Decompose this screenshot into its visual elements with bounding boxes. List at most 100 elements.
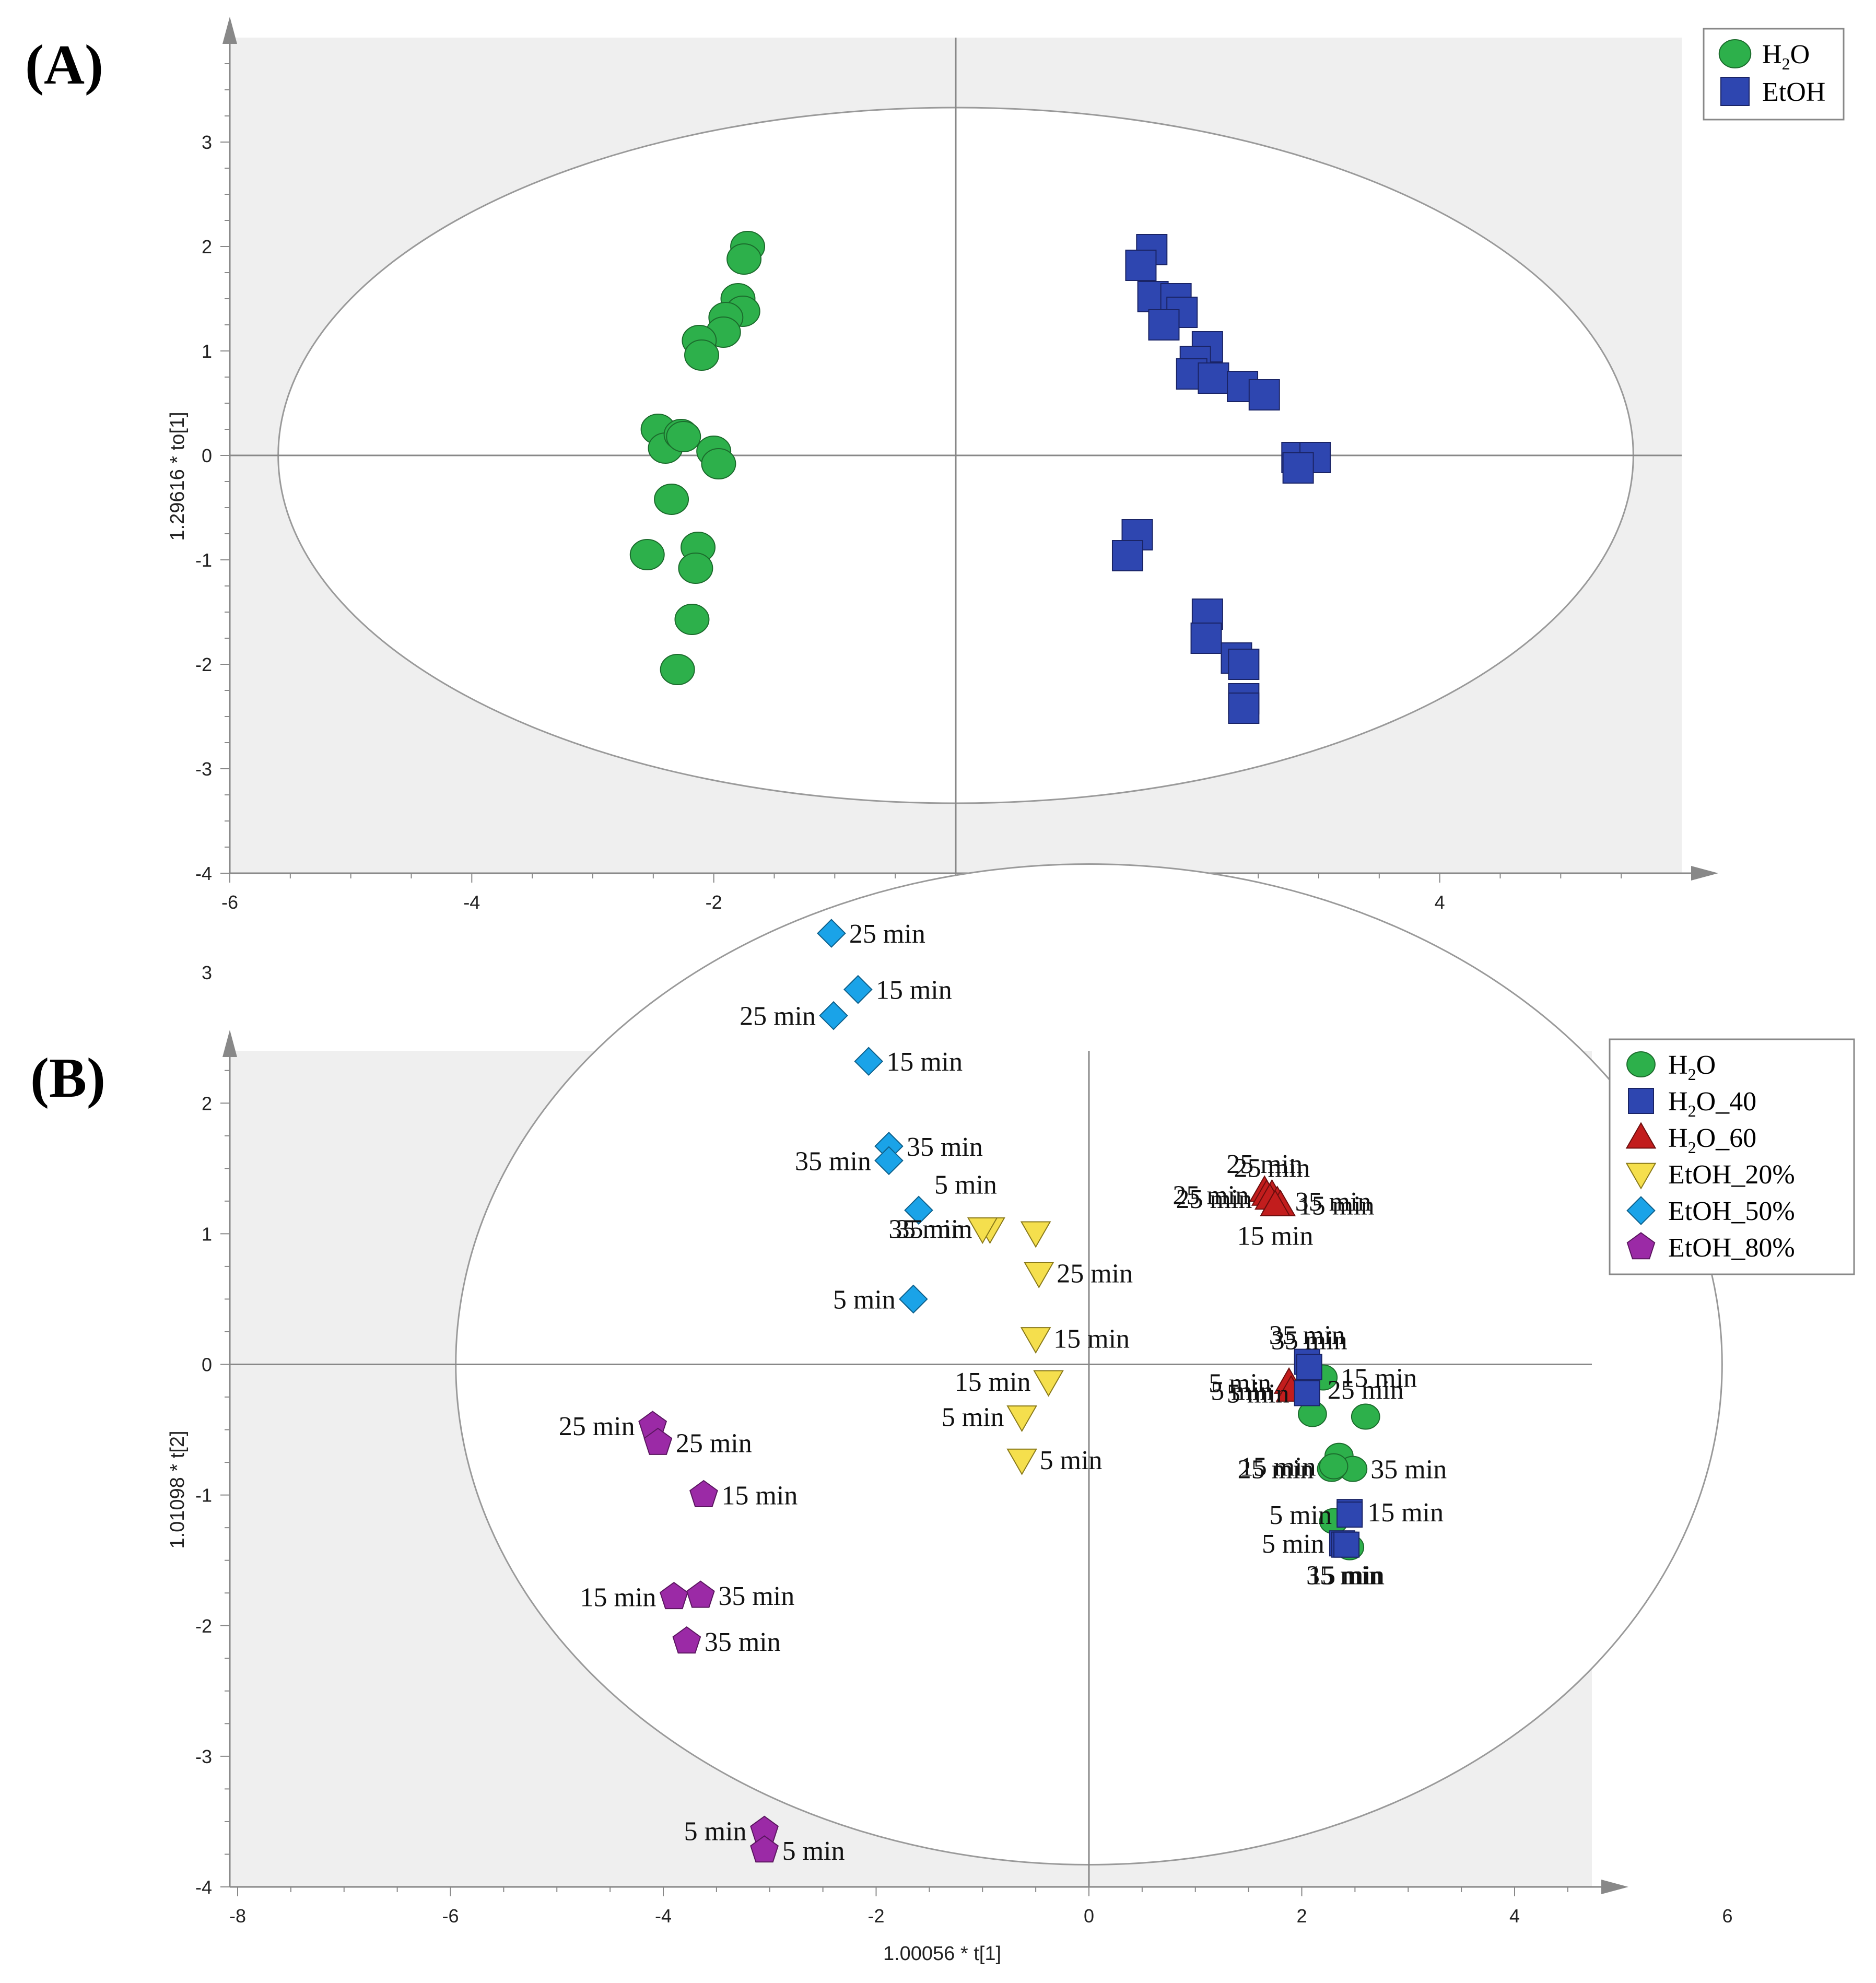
x-axis-arrow bbox=[1601, 1880, 1628, 1894]
point-label: 25 min bbox=[1234, 1153, 1310, 1183]
legend-marker-h2o-40 bbox=[1628, 1088, 1654, 1114]
data-point-etoh-50 bbox=[819, 1001, 848, 1030]
x-tick-label: 6 bbox=[1722, 1905, 1732, 1927]
x-tick-label: 4 bbox=[1435, 891, 1445, 913]
data-point-etoh-50 bbox=[843, 975, 873, 1004]
y-tick-label: 2 bbox=[202, 1093, 212, 1114]
point-label: 15 min bbox=[1367, 1498, 1444, 1528]
point-label: 5 min bbox=[934, 1170, 997, 1200]
y-axis-arrow bbox=[222, 17, 237, 44]
y-tick-label: 0 bbox=[202, 445, 212, 466]
point-label: 35 min bbox=[705, 1627, 781, 1657]
data-point-etoh-20 bbox=[1006, 1448, 1037, 1475]
point-label: 25 min bbox=[849, 919, 925, 949]
point-label: 15 min bbox=[1341, 1364, 1417, 1393]
data-point-etoh-50 bbox=[874, 1146, 904, 1176]
data-point-h2o bbox=[678, 553, 713, 584]
legend-label: H2O bbox=[1668, 1050, 1716, 1084]
point-label: 5 min bbox=[1211, 1377, 1273, 1406]
data-point-etoh bbox=[1228, 693, 1260, 724]
data-points bbox=[629, 231, 1331, 724]
chart-panel-b: -8 -6 -4 -2 0 2 4 6 -4 -3 -2 -1 0 1 2 3 1.00056 * t[1] 1.… bbox=[30, 863, 1855, 1965]
point-label: 35 min bbox=[1306, 1561, 1382, 1591]
data-point-etoh-80 bbox=[689, 1480, 718, 1507]
data-point-etoh bbox=[1228, 649, 1260, 680]
y-axis-arrow bbox=[222, 1030, 237, 1057]
legend-label: EtOH_20% bbox=[1668, 1160, 1795, 1190]
point-label: 35 min bbox=[1370, 1455, 1447, 1485]
point-label: 25 min bbox=[1057, 1259, 1133, 1288]
point-label: 35 min bbox=[896, 1214, 972, 1244]
data-point-etoh-20 bbox=[1023, 1262, 1054, 1289]
legend-label: H2O_60 bbox=[1668, 1123, 1756, 1157]
point-label: 5 min bbox=[1040, 1446, 1103, 1475]
point-label: 5 min bbox=[1262, 1529, 1324, 1559]
x-tick-label: -2 bbox=[867, 1905, 884, 1927]
y-tick-label: -1 bbox=[195, 549, 212, 571]
point-label: 35 min bbox=[718, 1581, 794, 1611]
point-label: 15 min bbox=[1298, 1191, 1375, 1221]
data-point-h2o bbox=[666, 421, 701, 452]
y-tick-label: -1 bbox=[195, 1485, 212, 1506]
point-label: 25 min bbox=[1238, 1455, 1314, 1485]
point-label: 15 min bbox=[721, 1481, 798, 1511]
point-label: 5 min bbox=[833, 1285, 896, 1315]
point-label: 25 min bbox=[559, 1412, 635, 1441]
data-point-etoh-20 bbox=[1006, 1405, 1037, 1433]
data-point-etoh-80 bbox=[659, 1581, 688, 1610]
legend-marker-h2o-60 bbox=[1625, 1122, 1657, 1149]
point-label: 35 min bbox=[1271, 1326, 1347, 1356]
data-point-etoh-20 bbox=[1020, 1221, 1051, 1248]
data-point-h2o-40 bbox=[1296, 1354, 1322, 1380]
y-tick-label: -2 bbox=[195, 1615, 212, 1637]
point-label: 5 min bbox=[1209, 1369, 1271, 1399]
data-point-etoh-80 bbox=[686, 1580, 715, 1608]
data-point-h2o bbox=[1351, 1403, 1380, 1430]
data-point-h2o bbox=[701, 448, 736, 479]
panel-label: (A) bbox=[25, 34, 103, 96]
data-point-h2o-40 bbox=[1294, 1380, 1320, 1406]
y-tick-label: 3 bbox=[202, 132, 212, 153]
point-label: 5 min bbox=[942, 1403, 1004, 1433]
data-point-etoh bbox=[1148, 309, 1180, 341]
point-label: 35 min bbox=[1295, 1187, 1371, 1217]
data-point-etoh-20 bbox=[1033, 1370, 1064, 1397]
point-label: 5 min bbox=[684, 1816, 747, 1846]
data-point-etoh bbox=[1198, 362, 1229, 394]
point-label: 15 min bbox=[580, 1583, 656, 1613]
y-tick-label: 1 bbox=[202, 1223, 212, 1245]
y-axis-label: 1.29616 * to[1] bbox=[167, 412, 189, 541]
data-points bbox=[638, 919, 1380, 1863]
data-point-h2o bbox=[629, 539, 665, 570]
legend-marker-etoh-50 bbox=[1626, 1196, 1656, 1225]
data-point-h2o bbox=[660, 654, 695, 685]
data-point-etoh bbox=[1282, 452, 1314, 484]
y-tick-label: 3 bbox=[202, 962, 212, 983]
x-axis-arrow bbox=[1691, 866, 1718, 881]
point-label: 5 min bbox=[782, 1836, 845, 1866]
point-label: 35 min bbox=[888, 1214, 965, 1244]
legend-label: EtOH bbox=[1762, 77, 1825, 107]
y-tick-label: -3 bbox=[195, 1746, 212, 1767]
point-label: 15 min bbox=[955, 1367, 1031, 1397]
data-point-etoh-80 bbox=[643, 1427, 673, 1455]
legend-marker-h2o bbox=[1626, 1051, 1656, 1077]
panel-label: (B) bbox=[30, 1047, 105, 1109]
x-axis-label: 1.00056 * t[1] bbox=[883, 1943, 1001, 1965]
y-tick-label: 0 bbox=[202, 1354, 212, 1376]
x-tick-label: 0 bbox=[1084, 1905, 1094, 1927]
data-point-etoh bbox=[1111, 540, 1143, 571]
data-point-etoh-20 bbox=[1020, 1327, 1051, 1354]
data-point-h2o-60 bbox=[1260, 1189, 1291, 1216]
point-label: 15 min bbox=[886, 1047, 963, 1077]
x-tick-label: -4 bbox=[463, 891, 480, 913]
data-point-h2o-40 bbox=[1336, 1501, 1363, 1528]
point-label: 5 min bbox=[1227, 1379, 1289, 1409]
point-label: 15 min bbox=[876, 976, 952, 1005]
y-tick-label: -3 bbox=[195, 758, 212, 780]
x-tick-label: 2 bbox=[1296, 1905, 1307, 1927]
legend-marker-etoh-80 bbox=[1626, 1232, 1656, 1260]
